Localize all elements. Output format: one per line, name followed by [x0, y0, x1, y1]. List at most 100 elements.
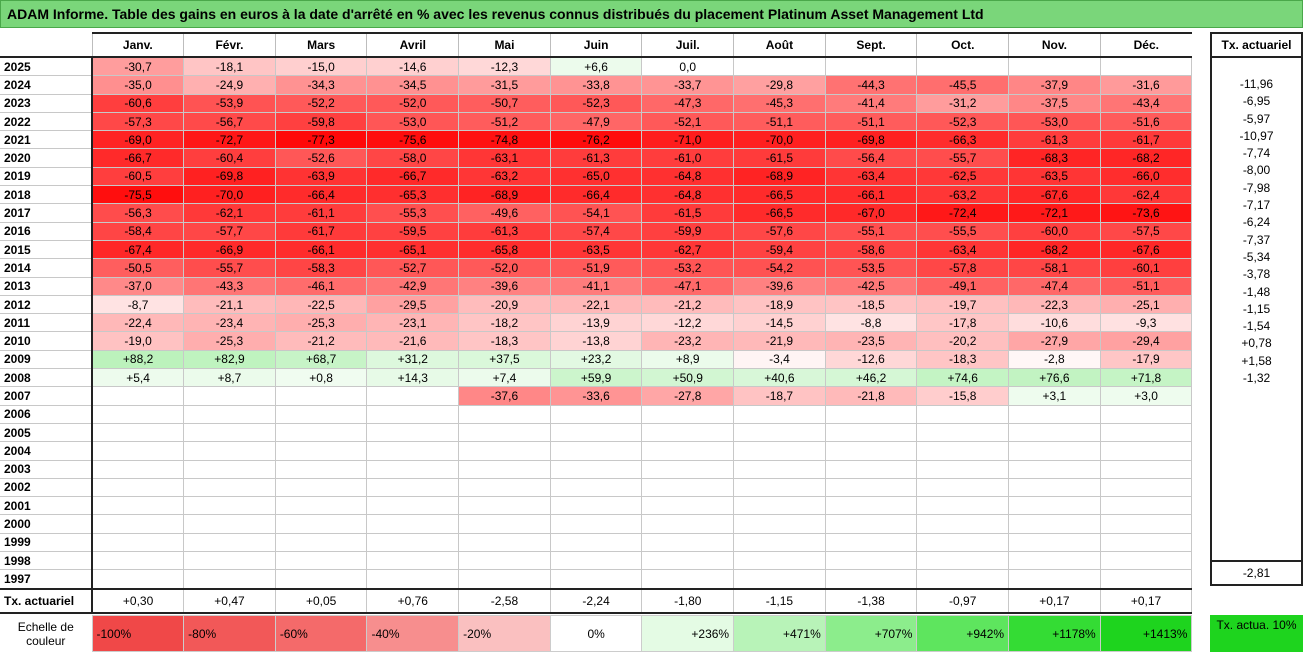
- gain-cell: -51,1: [824, 111, 918, 132]
- gain-cell: -37,6: [458, 386, 551, 406]
- table-row: 2018 -75,5 -70,0 -66,4 -65,3 -68,9 -66,4 -64,8-…: [0, 185, 1193, 205]
- gain-cell: [1008, 56, 1101, 77]
- gain-cell: -53,9: [183, 93, 276, 113]
- gain-cell: -63,4: [916, 239, 1010, 260]
- actuarial-rate-cell: [1210, 525, 1303, 543]
- table-row: 2004: [0, 441, 1193, 461]
- scale-step: +707%: [824, 615, 918, 652]
- gain-cell: -63,5: [549, 239, 643, 260]
- gain-cell: -58,1: [1008, 258, 1101, 278]
- gain-cell: [824, 551, 918, 571]
- gain-cell: [549, 569, 643, 590]
- gain-cell: [1008, 569, 1101, 590]
- gain-cell: -22,5: [274, 294, 368, 315]
- gain-cell: [458, 496, 551, 516]
- table-row: 2007 -37,6 -33,6 -27,8 -18,7 -21,8 -15,8 +3,1 +3…: [0, 386, 1193, 406]
- gain-cell: [549, 404, 643, 424]
- gain-cell: -58,6: [824, 239, 918, 260]
- gain-cell: -15,0: [274, 56, 368, 77]
- gain-cell: -50,7: [458, 93, 551, 113]
- gain-cell: -75,6: [366, 130, 460, 150]
- gain-cell: [91, 477, 185, 498]
- gain-cell: [1099, 477, 1193, 498]
- actuarial-rate-cell: [1210, 403, 1303, 422]
- scale-step: +471%: [733, 615, 826, 652]
- gain-cell: -52,3: [549, 93, 643, 113]
- scale-step: -80%: [183, 615, 276, 652]
- gain-cell: +3,0: [1099, 386, 1193, 406]
- gain-cell: [824, 422, 918, 443]
- gain-cell: [458, 477, 551, 498]
- scale-step: -100%: [91, 615, 185, 652]
- gain-cell: [824, 404, 918, 424]
- color-scale-legend: Echelle de couleur -100% -80% -60% -40% -20%…: [0, 615, 1193, 652]
- year-label: 2013: [0, 276, 93, 296]
- actuarial-rate-cell: -10,97: [1210, 127, 1303, 145]
- gain-cell: -53,0: [1008, 111, 1101, 132]
- gain-cell: -23,2: [641, 331, 735, 351]
- gain-cell: [1008, 422, 1101, 443]
- gain-cell: [458, 532, 551, 553]
- actuarial-rate-table: Tx. actuariel -11,96 -6,95 -5,97 -10,97 -7,7…: [1210, 32, 1303, 610]
- actuarial-rate-cell: -11,96: [1210, 75, 1303, 93]
- gain-cell: -72,1: [1008, 203, 1101, 223]
- gain-cell: -60,6: [91, 93, 185, 113]
- table-row: 2021 -69,0 -72,7 -77,3 -75,6 -74,8 -76,2 -71,0-…: [0, 130, 1193, 150]
- gain-cell: [366, 404, 460, 424]
- gain-cell: [1008, 514, 1101, 534]
- gain-cell: -31,5: [458, 75, 551, 95]
- gain-cell: [183, 514, 276, 534]
- gain-cell: [274, 441, 368, 461]
- gain-cell: -74,8: [458, 130, 551, 150]
- year-label: 2008: [0, 368, 93, 388]
- gain-cell: [549, 422, 643, 443]
- footer-rate-cell: -2,24: [549, 587, 643, 614]
- actuarial-rate-cell: [1210, 490, 1303, 508]
- footer-label: Tx. actuariel: [0, 587, 93, 614]
- gain-cell: [641, 459, 735, 479]
- gain-cell: -34,3: [274, 75, 368, 95]
- gain-cell: [183, 386, 276, 406]
- gain-cell: [274, 569, 368, 590]
- gain-cell: [366, 386, 460, 406]
- actuarial-scale-text: Tx. actua. 10%: [1210, 615, 1303, 652]
- gain-cell: -61,3: [1008, 130, 1101, 150]
- gain-cell: -70,0: [733, 130, 826, 150]
- month-header: Avril: [366, 32, 459, 58]
- gain-cell: [733, 569, 826, 590]
- gain-cell: +46,2: [824, 368, 918, 388]
- table-row: 2001: [0, 496, 1193, 516]
- gain-cell: -41,1: [549, 276, 643, 296]
- gain-cell: +0,8: [274, 368, 368, 388]
- month-header: Mai: [458, 32, 551, 58]
- gain-cell: [824, 496, 918, 516]
- actuarial-rate-cell: -6,95: [1210, 92, 1303, 110]
- gain-cell: -37,5: [1008, 93, 1101, 113]
- color-scale-label: Echelle de couleur: [17, 619, 74, 648]
- gain-cell: [641, 551, 735, 571]
- gain-cell: -21,6: [366, 331, 460, 351]
- actuarial-rate-cell: -5,97: [1210, 109, 1303, 128]
- scale-step: +1178%: [1008, 615, 1101, 652]
- gain-cell: [183, 532, 276, 553]
- table-row: 2006: [0, 404, 1193, 424]
- gain-cell: -66,3: [916, 130, 1010, 150]
- month-header: Août: [733, 32, 826, 58]
- table-row: 1997: [0, 569, 1193, 590]
- gain-cell: -10,6: [1008, 313, 1101, 333]
- year-label: 2000: [0, 514, 93, 534]
- table-row: 2008 +5,4 +8,7 +0,8 +14,3 +7,4 +59,9 +50,9 +40,6…: [0, 368, 1193, 388]
- gain-cell: -66,4: [549, 185, 643, 205]
- gain-cell: [274, 496, 368, 516]
- gain-cell: [1008, 551, 1101, 571]
- gain-cell: -57,8: [916, 258, 1010, 278]
- gain-cell: [458, 569, 551, 590]
- gain-cell: [733, 477, 826, 498]
- gain-cell: -42,9: [366, 276, 460, 296]
- gain-cell: -69,8: [824, 130, 918, 150]
- footer-rate-cell: -1,38: [824, 587, 918, 614]
- footer-rate-cell: +0,17: [1008, 587, 1101, 614]
- table-row: 2010 -19,0 -25,3 -21,2 -21,6 -18,3 -13,8 -23,2-…: [0, 331, 1193, 351]
- gain-cell: -45,5: [916, 75, 1010, 95]
- gain-cell: -43,3: [183, 276, 276, 296]
